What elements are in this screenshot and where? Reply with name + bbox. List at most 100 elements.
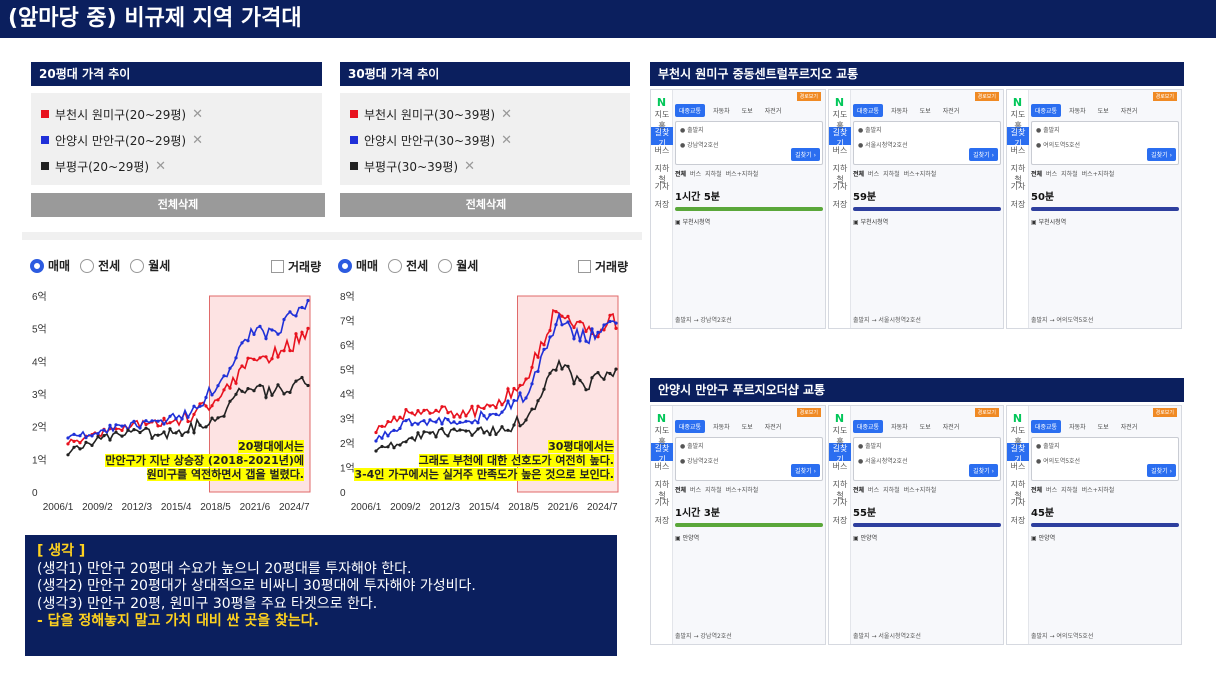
sidebar-icon[interactable]: 길찾기: [1007, 127, 1029, 148]
result-tab[interactable]: 지하철: [705, 171, 722, 178]
mode-tab[interactable]: 자전거: [1120, 424, 1138, 431]
mode-tab[interactable]: 자전거: [764, 424, 782, 431]
result-tab[interactable]: 전체: [1031, 487, 1043, 494]
result-tab[interactable]: 전체: [675, 171, 687, 178]
sidebar-icon[interactable]: 버스: [1010, 462, 1026, 471]
origin-field[interactable]: ● 출발지: [858, 443, 882, 450]
radio-wolse[interactable]: [438, 258, 453, 273]
remove-icon[interactable]: ✕: [501, 106, 512, 122]
sidebar-icon[interactable]: 지하철: [654, 164, 670, 184]
mode-tab[interactable]: 대중교통: [675, 104, 706, 117]
sidebar-icon[interactable]: 지도홈: [1010, 110, 1026, 130]
sidebar-icon[interactable]: 기차: [1010, 182, 1026, 191]
remove-icon[interactable]: ✕: [501, 132, 512, 148]
route-view-button[interactable]: 경로보기: [1152, 92, 1177, 101]
sidebar-icon[interactable]: 길찾기: [829, 127, 851, 148]
mode-tab[interactable]: 도보: [741, 108, 753, 115]
result-tab[interactable]: 지하철: [705, 487, 722, 494]
result-tab[interactable]: 버스: [1046, 487, 1058, 494]
sidebar-icon[interactable]: 지하철: [1010, 164, 1026, 184]
sidebar-icon[interactable]: 기차: [832, 498, 848, 507]
destination-field[interactable]: ● 서울시청역2호선: [858, 142, 908, 149]
mode-tab[interactable]: 자동차: [1069, 108, 1086, 115]
result-tab[interactable]: 버스+지하철: [725, 171, 759, 178]
route-view-button[interactable]: 경로보기: [1152, 408, 1177, 417]
delete-all-button[interactable]: 전체삭제: [340, 193, 632, 217]
sidebar-icon[interactable]: 저장: [832, 200, 848, 209]
mode-tab[interactable]: 도보: [1097, 108, 1109, 115]
remove-icon[interactable]: ✕: [155, 158, 167, 174]
sidebar-icon[interactable]: 저장: [1010, 200, 1026, 209]
mode-tab[interactable]: 자전거: [942, 108, 960, 115]
radio-sale[interactable]: [338, 258, 352, 273]
sidebar-icon[interactable]: 길찾기: [651, 443, 673, 464]
sidebar-icon[interactable]: 길찾기: [651, 127, 673, 148]
origin-field[interactable]: ● 출발지: [680, 127, 704, 134]
result-tab[interactable]: 버스+지하철: [725, 487, 759, 494]
result-tab[interactable]: 지하철: [883, 171, 900, 178]
result-tab[interactable]: 버스+지하철: [903, 171, 937, 178]
sidebar-icon[interactable]: 저장: [832, 516, 848, 525]
remove-icon[interactable]: ✕: [192, 106, 203, 122]
radio-jeonse[interactable]: [388, 258, 403, 273]
sidebar-icon[interactable]: 지하철: [832, 164, 848, 184]
sidebar-icon[interactable]: 길찾기: [1007, 443, 1029, 464]
sidebar-icon[interactable]: 기차: [654, 182, 670, 191]
mode-tab[interactable]: 자전거: [1120, 108, 1138, 115]
sidebar-icon[interactable]: 지도홈: [832, 110, 848, 130]
sidebar-icon[interactable]: 저장: [654, 200, 670, 209]
result-tab[interactable]: 버스: [690, 171, 702, 178]
result-tab[interactable]: 전체: [853, 171, 865, 178]
sidebar-icon[interactable]: 버스: [832, 146, 848, 155]
sidebar-icon[interactable]: 길찾기: [829, 443, 851, 464]
mode-tab[interactable]: 대중교통: [1031, 420, 1062, 433]
find-route-button[interactable]: 길찾기 ›: [969, 148, 998, 161]
destination-field[interactable]: ● 여의도역5호선: [1036, 458, 1081, 465]
volume-checkbox[interactable]: [578, 260, 591, 273]
volume-checkbox[interactable]: [271, 260, 284, 273]
mode-tab[interactable]: 도보: [919, 424, 931, 431]
result-tab[interactable]: 전체: [675, 487, 687, 494]
result-tab[interactable]: 전체: [1031, 171, 1043, 178]
origin-field[interactable]: ● 출발지: [1036, 443, 1060, 450]
destination-field[interactable]: ● 강남역2호선: [680, 142, 719, 149]
sidebar-icon[interactable]: 기차: [1010, 498, 1026, 507]
origin-field[interactable]: ● 출발지: [1036, 127, 1060, 134]
sidebar-icon[interactable]: 버스: [832, 462, 848, 471]
sidebar-icon[interactable]: 지하철: [654, 480, 670, 500]
sidebar-icon[interactable]: 지도홈: [654, 110, 670, 130]
result-tab[interactable]: 지하철: [1061, 171, 1078, 178]
sidebar-icon[interactable]: 기차: [654, 498, 670, 507]
sidebar-icon[interactable]: 지도홈: [654, 426, 670, 446]
delete-all-button[interactable]: 전체삭제: [31, 193, 325, 217]
sidebar-icon[interactable]: 버스: [654, 146, 670, 155]
route-view-button[interactable]: 경로보기: [974, 92, 999, 101]
mode-tab[interactable]: 대중교통: [853, 104, 884, 117]
result-tab[interactable]: 지하철: [883, 487, 900, 494]
find-route-button[interactable]: 길찾기 ›: [791, 148, 820, 161]
destination-field[interactable]: ● 서울시청역2호선: [858, 458, 908, 465]
origin-field[interactable]: ● 출발지: [680, 443, 704, 450]
sidebar-icon[interactable]: 저장: [1010, 516, 1026, 525]
result-tab[interactable]: 버스+지하철: [1081, 487, 1115, 494]
result-tab[interactable]: 버스+지하철: [903, 487, 937, 494]
mode-tab[interactable]: 자전거: [764, 108, 782, 115]
remove-icon[interactable]: ✕: [464, 158, 476, 174]
mode-tab[interactable]: 도보: [1097, 424, 1109, 431]
destination-field[interactable]: ● 여의도역5호선: [1036, 142, 1081, 149]
result-tab[interactable]: 버스+지하철: [1081, 171, 1115, 178]
mode-tab[interactable]: 자동차: [891, 108, 908, 115]
radio-sale[interactable]: [30, 258, 44, 273]
result-tab[interactable]: 버스: [690, 487, 702, 494]
result-tab[interactable]: 버스: [868, 171, 880, 178]
find-route-button[interactable]: 길찾기 ›: [1147, 148, 1176, 161]
mode-tab[interactable]: 자동차: [891, 424, 908, 431]
route-view-button[interactable]: 경로보기: [796, 408, 821, 417]
route-view-button[interactable]: 경로보기: [974, 408, 999, 417]
sidebar-icon[interactable]: 지도홈: [832, 426, 848, 446]
destination-field[interactable]: ● 강남역2호선: [680, 458, 719, 465]
sidebar-icon[interactable]: 버스: [654, 462, 670, 471]
find-route-button[interactable]: 길찾기 ›: [969, 464, 998, 477]
mode-tab[interactable]: 자전거: [942, 424, 960, 431]
mode-tab[interactable]: 대중교통: [853, 420, 884, 433]
